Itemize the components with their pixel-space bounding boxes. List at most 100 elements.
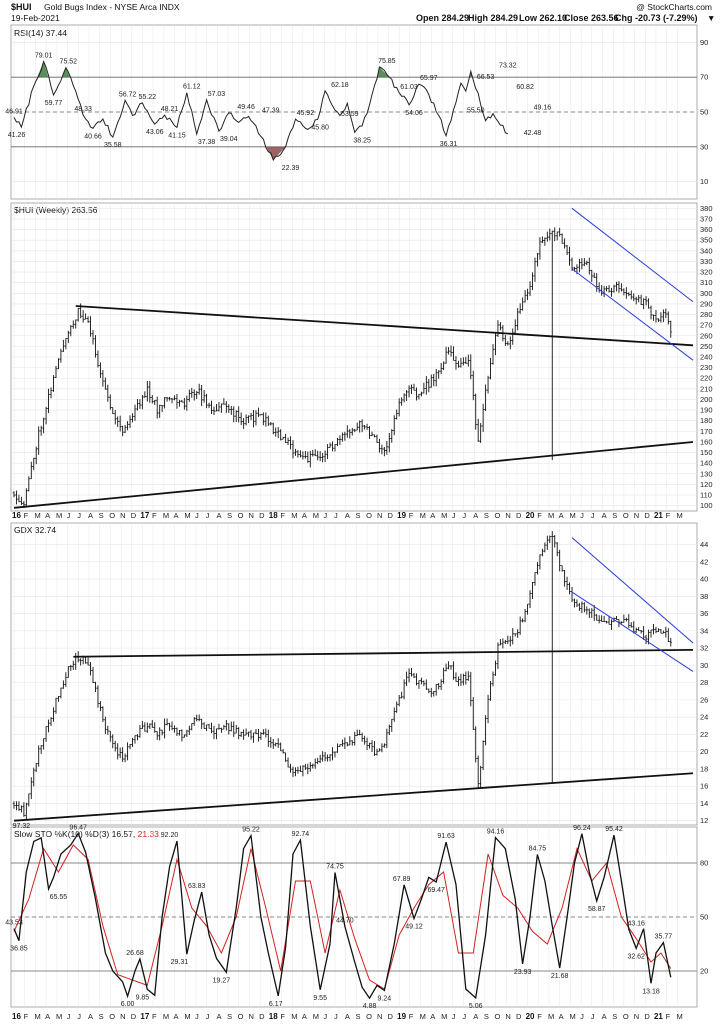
gdx-ytick: 32 [700, 644, 708, 653]
x-axis-label: F [409, 1012, 414, 1021]
rsi-ytick: 30 [700, 142, 708, 151]
x-axis-label: M [291, 511, 297, 520]
rsi-value-label: 46.91 [5, 108, 23, 115]
rsi-value-label: 79.01 [35, 53, 53, 60]
sto-value-label: 92.74 [292, 831, 310, 838]
sto-ytick: 20 [700, 967, 708, 976]
hui-trendline-black [13, 441, 694, 509]
rsi-value-label: 49.46 [237, 104, 255, 111]
x-axis-label: O [238, 511, 244, 520]
x-axis-label: N [120, 511, 125, 520]
x-axis-label: A [302, 511, 307, 520]
hui-ytick: 380 [700, 204, 713, 213]
x-axis-label: 18 [269, 511, 278, 520]
gdx-ytick: 38 [700, 592, 708, 601]
sto-value-label: 21.68 [551, 973, 569, 980]
hui-ytick: 270 [700, 321, 713, 330]
gdx-ytick: 30 [700, 661, 708, 670]
rsi-line [13, 60, 509, 162]
rsi-value-label: 55.22 [139, 94, 157, 101]
x-axis-label: O [366, 511, 372, 520]
rsi-value-label: 41.15 [168, 132, 186, 139]
x-axis-label: A [602, 511, 607, 520]
rsi-value-label: 22.39 [282, 165, 300, 172]
x-axis-label: N [634, 511, 639, 520]
x-axis-label: 21 [654, 1012, 663, 1021]
x-axis-label: S [612, 511, 617, 520]
x-axis-label: A [216, 511, 221, 520]
hui-ytick: 150 [700, 448, 713, 457]
x-axis-label: J [323, 1012, 327, 1021]
x-axis-label: M [184, 1012, 190, 1021]
gdx-trendline-blue [571, 591, 694, 672]
x-axis-label: M [313, 1012, 319, 1021]
x-axis-label: A [45, 1012, 50, 1021]
x-axis-label: O [366, 1012, 372, 1021]
sto-k-line [13, 831, 672, 1000]
x-axis-label: F [666, 511, 671, 520]
hui-ytick: 290 [700, 299, 713, 308]
sto-value-label: 35.77 [655, 934, 673, 941]
gdx-ytick: 26 [700, 695, 708, 704]
hui-ytick: 180 [700, 416, 713, 425]
sto-value-label: 19.27 [213, 977, 231, 984]
x-axis-label: M [313, 511, 319, 520]
hui-ytick: 160 [700, 437, 713, 446]
rsi-value-label: 61.03 [400, 84, 418, 91]
sto-value-label: 69.47 [427, 887, 445, 894]
x-axis-label: A [302, 1012, 307, 1021]
x-axis-label: J [334, 1012, 338, 1021]
quote-close: Close 263.56 [564, 13, 619, 23]
x-axis-label: M [570, 1012, 576, 1021]
brand: @ StockCharts.com [636, 2, 712, 12]
sto-ytick: 50 [700, 913, 708, 922]
hui-ytick: 350 [700, 236, 713, 245]
gdx-ytick: 44 [700, 540, 708, 549]
x-axis-label: F [152, 1012, 157, 1021]
x-axis-label: M [34, 511, 40, 520]
chart-date: 19-Feb-2021 [11, 13, 60, 23]
hui-ytick: 140 [700, 459, 713, 468]
x-axis-label: A [473, 511, 478, 520]
x-axis-label: M [420, 511, 426, 520]
hui-ytick: 360 [700, 225, 713, 234]
x-axis-label: N [120, 1012, 125, 1021]
hui-ytick: 320 [700, 268, 713, 277]
x-axis-label: 16 [12, 1012, 21, 1021]
rsi-ytick: 70 [700, 73, 708, 82]
x-axis-label: O [238, 1012, 244, 1021]
down-arrow-icon: ▼ [707, 13, 715, 23]
x-axis-label: N [249, 1012, 254, 1021]
x-axis-label: 19 [397, 511, 406, 520]
sto-value-label: 6.17 [269, 1001, 283, 1008]
x-axis-label: O [494, 1012, 500, 1021]
hui-ytick: 170 [700, 427, 713, 436]
x-axis-label: D [388, 1012, 394, 1021]
x-axis-label: A [216, 1012, 221, 1021]
x-axis-label: S [355, 1012, 360, 1021]
x-axis-label: N [505, 511, 510, 520]
gdx-frame [10, 522, 698, 826]
hui-ytick: 330 [700, 257, 713, 266]
x-axis-label: M [676, 511, 682, 520]
x-axis-label: J [323, 511, 327, 520]
x-axis-label: J [591, 511, 595, 520]
sto-title-text: Slow STO %K(10) %D(3) 16.57, [14, 829, 138, 839]
symbol: $HUI [11, 2, 32, 12]
sto-value-label: 96.24 [573, 825, 591, 832]
gdx-ytick: 36 [700, 609, 708, 618]
x-axis-label: 21 [654, 511, 663, 520]
sto-value-label: 43.16 [627, 920, 645, 927]
sto-value-label: 9.85 [136, 994, 150, 1001]
hui-trendline-blue [571, 268, 694, 361]
hui-ytick: 240 [700, 353, 713, 362]
gdx-ytick: 34 [700, 626, 708, 635]
hui-ytick: 110 [700, 491, 712, 500]
x-axis-label: A [559, 1012, 564, 1021]
sto-value-label: 23.93 [514, 969, 532, 976]
x-axis-label: M [291, 1012, 297, 1021]
hui-ytick: 220 [700, 374, 713, 383]
x-axis-label: F [24, 1012, 29, 1021]
gdx-ytick: 14 [700, 799, 708, 808]
x-axis-label: S [99, 511, 104, 520]
